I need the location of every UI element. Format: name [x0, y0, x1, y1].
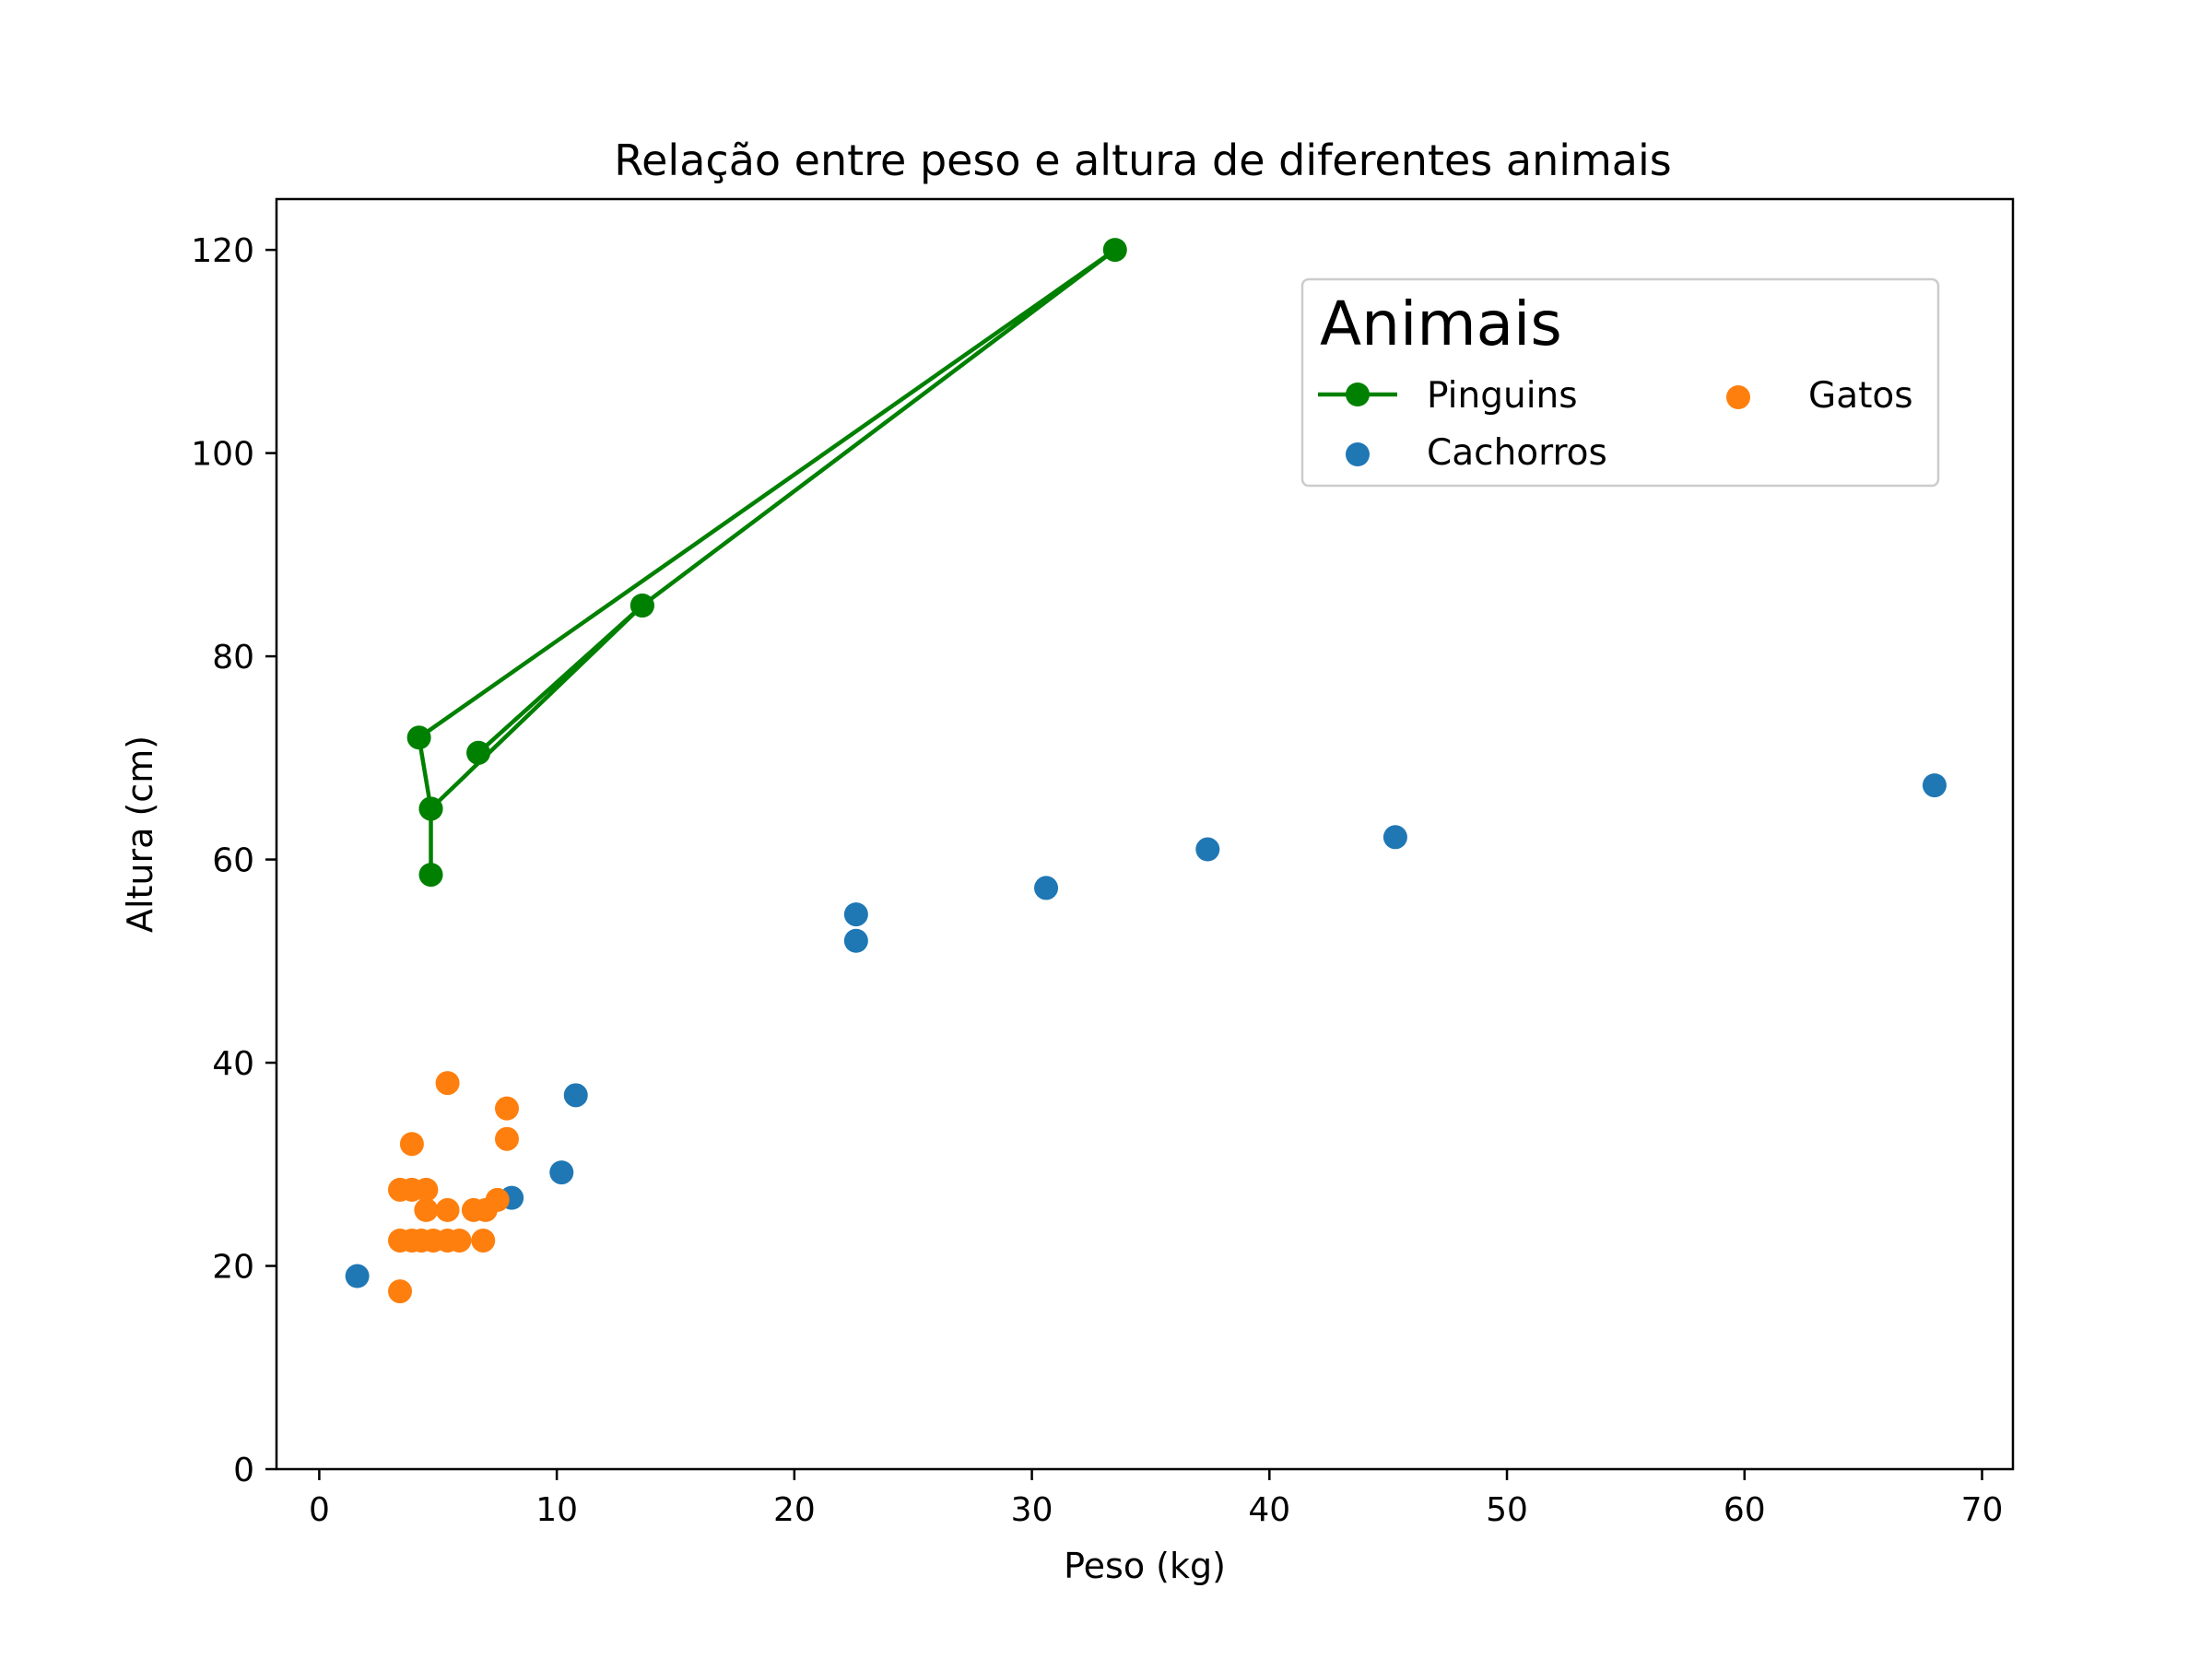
point-pinguins-2	[406, 725, 431, 750]
point-cachorros-2	[549, 1160, 574, 1185]
x-tick-label-30: 30	[1011, 1491, 1053, 1529]
point-gatos-0	[388, 1279, 413, 1304]
legend-marker-cachorros	[1346, 442, 1370, 466]
x-tick-label-0: 0	[309, 1491, 330, 1529]
point-gatos-12	[435, 1197, 460, 1222]
y-tick-label-120: 120	[191, 232, 254, 270]
legend-title: Animais	[1320, 288, 1562, 359]
series-line-pinguins	[417, 247, 1118, 876]
point-pinguins-5	[466, 740, 491, 765]
point-cachorros-3	[563, 1083, 588, 1108]
x-tick-label-20: 20	[773, 1491, 816, 1529]
point-cachorros-7	[1195, 837, 1220, 862]
series-cachorros	[345, 773, 1947, 1288]
point-gatos-11	[414, 1197, 439, 1222]
point-cachorros-6	[1034, 876, 1059, 900]
point-gatos-6	[447, 1228, 472, 1253]
series-gatos	[388, 1071, 519, 1304]
axes-frame	[275, 197, 2015, 1471]
point-cachorros-9	[1922, 773, 1947, 798]
y-axis: 0 20 40 60 80 100 120	[191, 232, 276, 1489]
point-pinguins-7	[418, 796, 443, 821]
legend-entry-gatos: Gatos	[1726, 375, 1913, 417]
point-gatos-7	[471, 1228, 496, 1253]
legend-entry-pinguins: Pinguins	[1318, 375, 1578, 417]
legend-box	[1300, 277, 1940, 488]
point-gatos-15	[485, 1187, 510, 1212]
point-gatos-18	[494, 1096, 519, 1121]
point-pinguins-6	[629, 593, 654, 618]
y-tick-label-0: 0	[233, 1452, 254, 1489]
legend-label-cachorros: Cachorros	[1427, 432, 1607, 474]
y-tick-label-40: 40	[212, 1045, 254, 1083]
x-tick-label-60: 60	[1724, 1491, 1766, 1529]
x-tick-label-10: 10	[535, 1491, 578, 1529]
point-cachorros-8	[1382, 825, 1407, 850]
x-axis: 0 10 20 30 40 50 60 70	[309, 1469, 2003, 1529]
y-axis-label: Altura (cm)	[120, 735, 160, 933]
legend-label-pinguins: Pinguins	[1427, 375, 1578, 417]
x-axis-label: Peso (kg)	[1064, 1546, 1226, 1586]
point-cachorros-5	[843, 902, 868, 927]
point-pinguins-0	[418, 863, 443, 888]
x-tick-label-50: 50	[1486, 1491, 1528, 1529]
x-tick-label-40: 40	[1248, 1491, 1290, 1529]
point-gatos-10	[414, 1177, 439, 1202]
point-cachorros-0	[345, 1264, 370, 1288]
x-tick-label-70: 70	[1961, 1491, 2004, 1529]
y-tick-label-80: 80	[212, 639, 254, 677]
point-gatos-16	[399, 1132, 424, 1157]
y-tick-label-20: 20	[212, 1249, 254, 1287]
chart-title: Relação entre peso e altura de diferente…	[614, 135, 1672, 185]
series-pinguins	[406, 238, 1127, 888]
point-gatos-17	[435, 1071, 460, 1096]
legend-marker-pinguins	[1346, 382, 1370, 406]
plot-area	[345, 238, 1947, 1304]
point-pinguins-3	[1102, 238, 1127, 263]
legend-marker-gatos	[1726, 385, 1750, 409]
point-cachorros-4	[843, 928, 868, 953]
y-tick-label-60: 60	[212, 842, 254, 880]
legend-entry-cachorros: Cachorros	[1346, 432, 1607, 474]
legend-label-gatos: Gatos	[1808, 375, 1913, 417]
point-gatos-19	[494, 1126, 519, 1151]
legend: Animais Pinguins Gatos Cachorros	[1300, 277, 1940, 488]
y-tick-label-100: 100	[191, 436, 254, 474]
